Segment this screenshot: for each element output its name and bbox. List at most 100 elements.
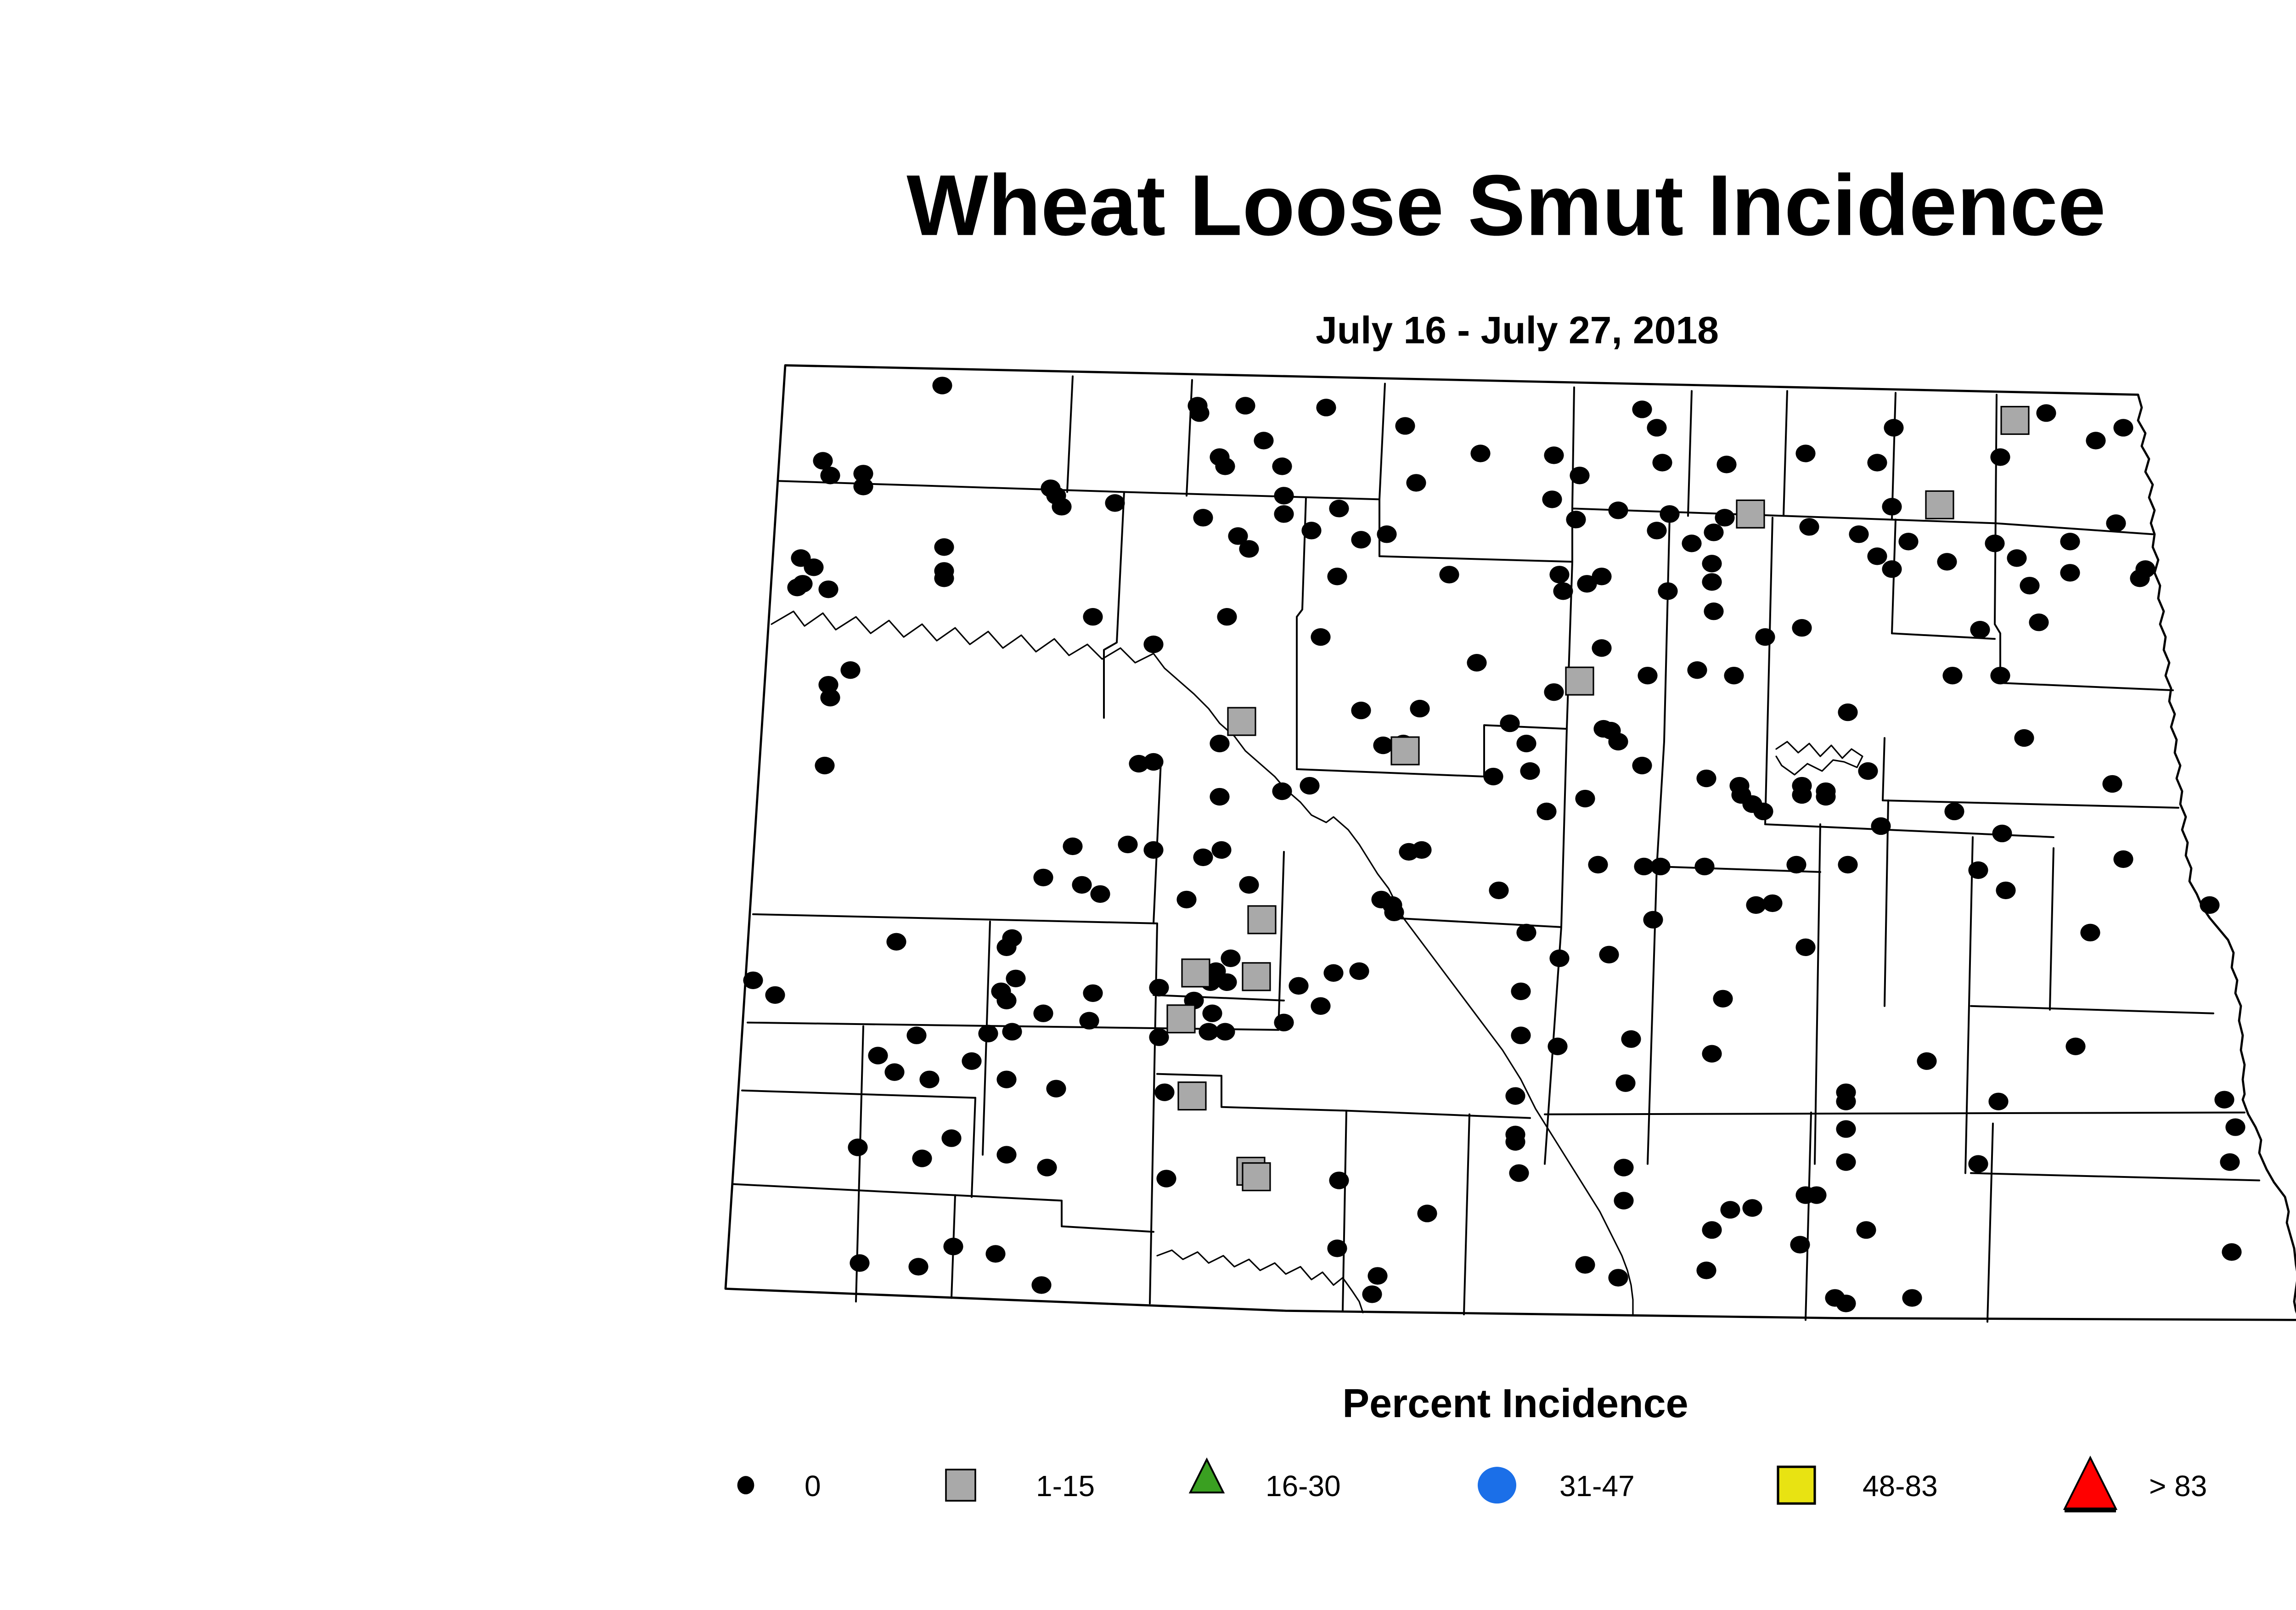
- incidence-point-0: [1215, 457, 1235, 475]
- incidence-point-0: [743, 971, 763, 989]
- incidence-point-0: [1715, 509, 1735, 527]
- incidence-point-0: [1836, 1153, 1856, 1171]
- incidence-point-0: [1384, 903, 1404, 922]
- incidence-point-0: [2225, 1118, 2245, 1136]
- incidence-point-0: [1694, 857, 1715, 876]
- incidence-point-0: [1254, 432, 1274, 450]
- incidence-point-0: [1033, 868, 1053, 887]
- county-line: [1656, 741, 1665, 867]
- incidence-point-0: [2200, 896, 2220, 914]
- incidence-point-0: [1327, 1239, 1347, 1257]
- incidence-point-0: [919, 1070, 940, 1088]
- incidence-point-0: [1632, 400, 1652, 418]
- incidence-point-0: [1836, 1295, 1856, 1312]
- incidence-point-0: [1990, 448, 2010, 466]
- incidence-point-0: [1942, 666, 1963, 685]
- incidence-point-0: [1210, 734, 1230, 753]
- incidence-point-0: [1592, 568, 1612, 585]
- incidence-point-0: [1638, 666, 1658, 685]
- incidence-point-0: [1489, 881, 1509, 900]
- incidence-point-0: [1702, 1045, 1722, 1063]
- incidence-point-0: [1143, 753, 1164, 771]
- incidence-point-0: [1516, 923, 1536, 942]
- incidence-point-0: [1577, 575, 1597, 593]
- incidence-point-0: [1647, 419, 1667, 437]
- incidence-point-0: [1746, 896, 1766, 914]
- incidence-point-0: [1702, 1221, 1722, 1239]
- incidence-point-0: [1753, 802, 1773, 821]
- county-line: [1571, 386, 1575, 510]
- incidence-point-0: [1274, 487, 1294, 505]
- legend-label: 31-47: [1559, 1469, 1635, 1503]
- incidence-point-1-15: [1177, 1081, 1207, 1111]
- incidence-point-0: [1996, 881, 2016, 900]
- incidence-point-0: [1189, 404, 1210, 422]
- incidence-point-0: [1632, 756, 1652, 775]
- incidence-point-0: [941, 1129, 962, 1147]
- incidence-point-0: [1985, 535, 2005, 552]
- incidence-point-0: [1516, 734, 1536, 753]
- incidence-point-0: [840, 661, 861, 679]
- incidence-point-0: [1856, 1221, 1876, 1239]
- county-line: [1783, 390, 1788, 517]
- incidence-point-0: [1702, 555, 1722, 573]
- incidence-point-0: [1031, 1276, 1052, 1294]
- legend-label: 48-83: [1863, 1469, 1938, 1503]
- county-line: [1999, 682, 2174, 692]
- incidence-point-0: [1634, 857, 1654, 876]
- legend-label: 0: [805, 1469, 821, 1503]
- county-line: [2049, 847, 2054, 1011]
- incidence-point-0: [1755, 628, 1775, 646]
- incidence-point-0: [1367, 1267, 1388, 1285]
- incidence-point-0: [1536, 802, 1557, 821]
- incidence-point-0: [1006, 969, 1026, 987]
- incidence-point-0: [1917, 1052, 1937, 1070]
- incidence-point-0: [1511, 982, 1531, 1000]
- incidence-point-0: [1566, 511, 1586, 529]
- incidence-point-0: [820, 688, 840, 707]
- incidence-point-0: [1944, 802, 1964, 821]
- incidence-point-0: [1083, 608, 1103, 626]
- incidence-point-0: [1575, 1256, 1595, 1274]
- incidence-point-0: [1704, 524, 1724, 541]
- incidence-point-0: [1362, 1285, 1382, 1303]
- incidence-point-0: [1792, 786, 1812, 804]
- incidence-point-0: [818, 580, 838, 598]
- incidence-point-0: [1867, 454, 1887, 472]
- incidence-point-0: [1090, 885, 1110, 903]
- incidence-point-0: [1838, 703, 1858, 721]
- incidence-point-0: [853, 465, 873, 483]
- incidence-point-0: [1083, 984, 1103, 1002]
- incidence-point-0: [2029, 614, 2049, 631]
- legend: 0 1-15 16-30 31-47 48-83 > 83: [737, 1455, 2207, 1513]
- incidence-point-0: [1483, 767, 1503, 786]
- incidence-point-0: [1621, 1030, 1641, 1048]
- county-line: [1379, 383, 1386, 501]
- incidence-point-0: [1063, 837, 1083, 856]
- incidence-point-0: [1217, 608, 1237, 626]
- incidence-point-0: [1329, 500, 1349, 518]
- county-line: [1882, 799, 2179, 809]
- county-line: [1153, 994, 1285, 1002]
- incidence-point-0: [1660, 505, 1680, 523]
- incidence-point-0: [1211, 841, 1232, 859]
- incidence-point-0: [1215, 1023, 1235, 1041]
- incidence-point-0: [1806, 1186, 1827, 1204]
- incidence-point-0: [886, 933, 906, 951]
- incidence-point-0: [1549, 949, 1570, 967]
- incidence-point-0: [1002, 929, 1022, 947]
- county-line: [1544, 1111, 2245, 1115]
- county-line: [1066, 375, 1074, 493]
- incidence-point-0: [1323, 964, 1344, 982]
- incidence-point-0: [1696, 769, 1716, 788]
- incidence-point-0: [853, 478, 873, 495]
- incidence-point-0: [1858, 762, 1878, 780]
- incidence-point-0: [1221, 949, 1241, 967]
- incidence-point-0: [1608, 1269, 1628, 1287]
- incidence-point-1-15: [1565, 666, 1594, 696]
- county-line: [1814, 823, 1821, 1165]
- county-line: [1986, 1122, 1994, 1323]
- incidence-point-0: [2080, 923, 2100, 942]
- incidence-point-0: [1652, 454, 1672, 472]
